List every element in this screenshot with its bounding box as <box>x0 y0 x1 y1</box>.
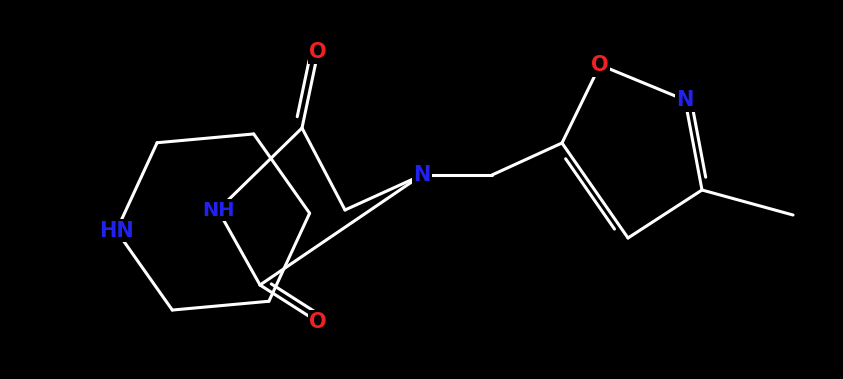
Text: N: N <box>413 165 431 185</box>
Text: O: O <box>309 42 327 62</box>
Text: N: N <box>676 90 694 110</box>
Text: HN: HN <box>99 221 134 241</box>
Text: O: O <box>309 312 327 332</box>
Text: NH: NH <box>201 200 234 219</box>
Text: O: O <box>591 55 609 75</box>
